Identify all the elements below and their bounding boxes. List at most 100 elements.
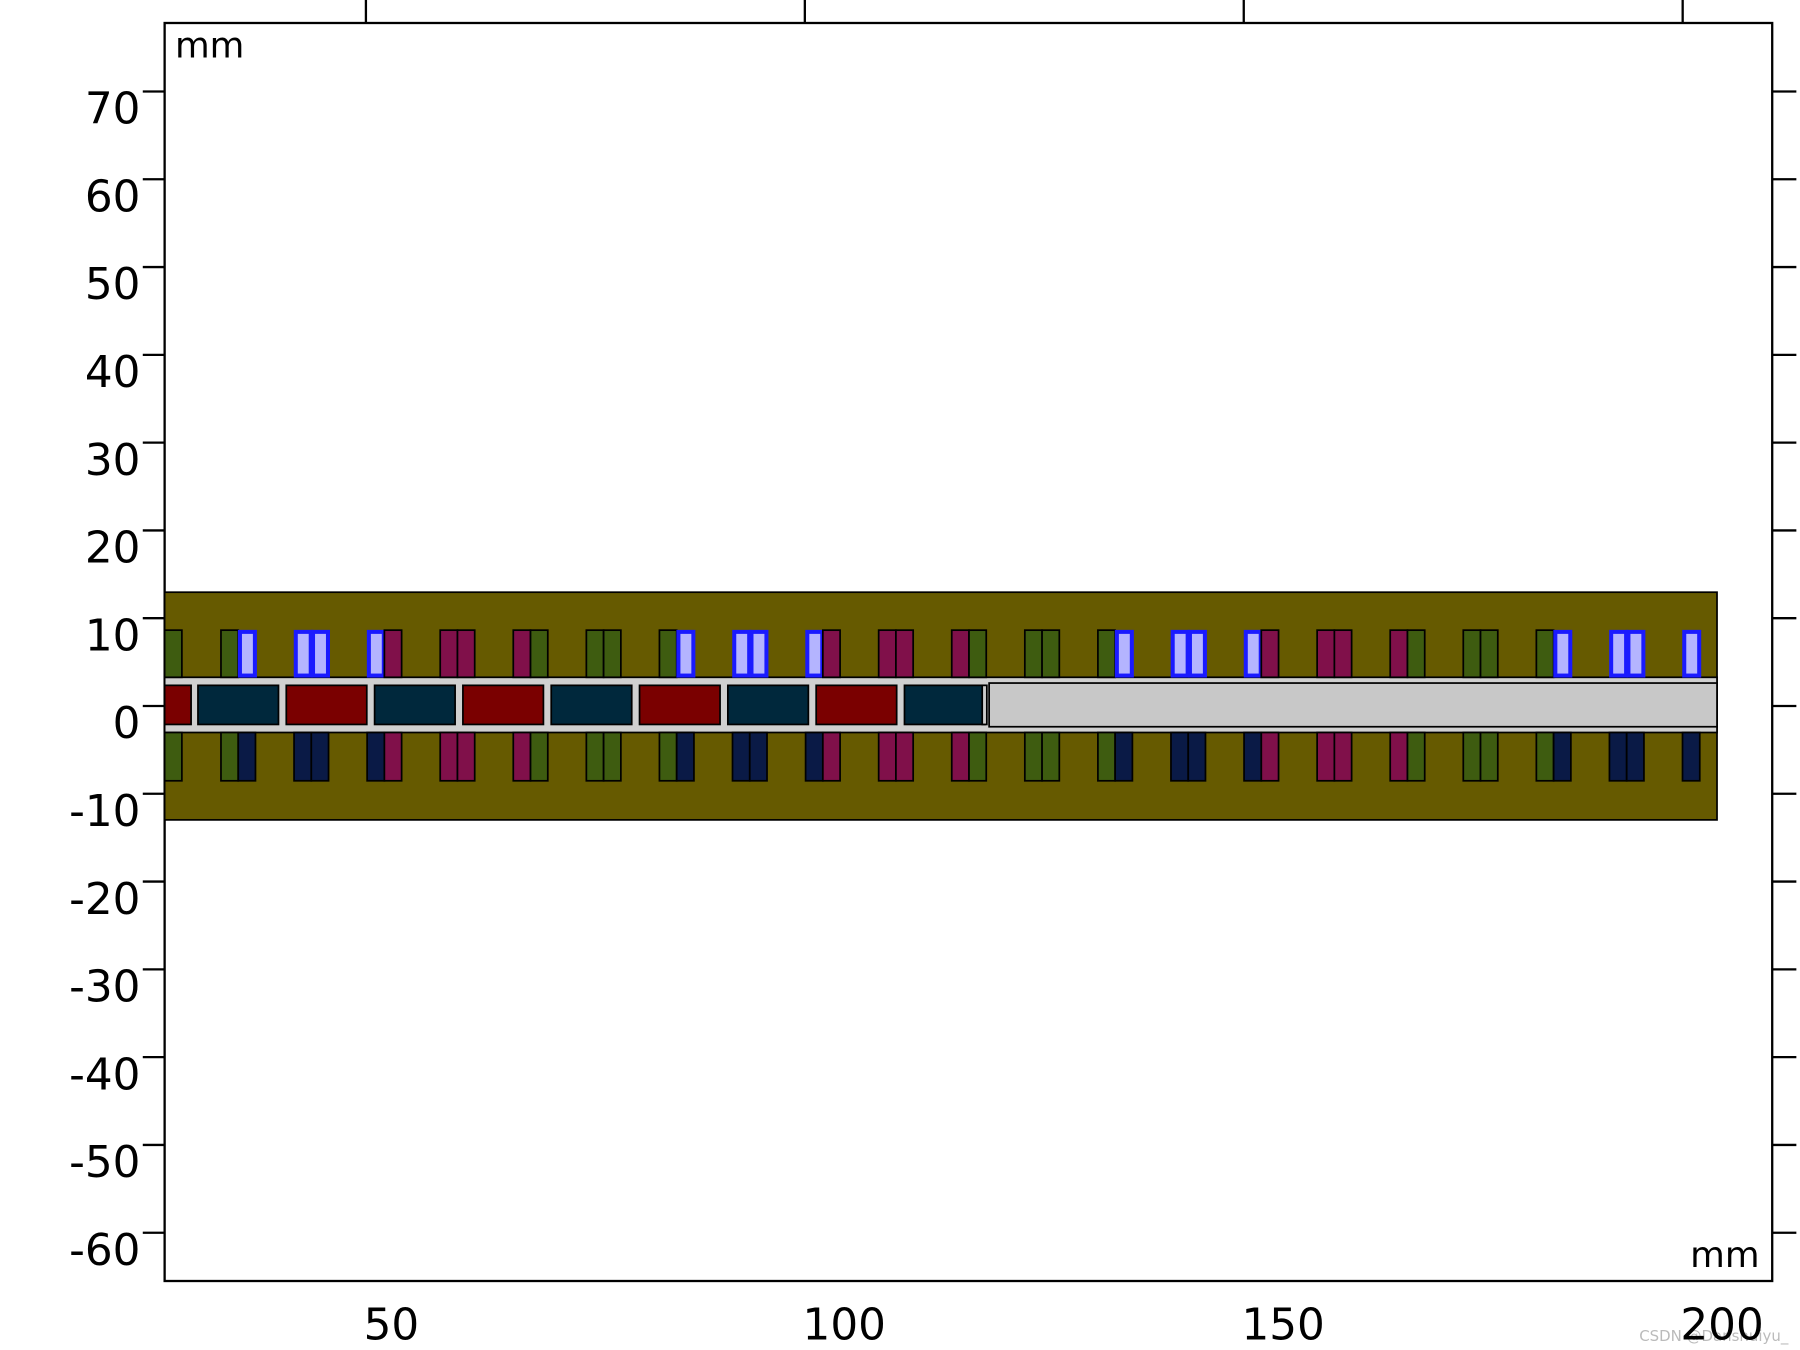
coil	[439, 629, 459, 679]
coil	[1535, 629, 1555, 679]
coil	[602, 629, 622, 679]
coil-selected	[1243, 629, 1263, 678]
coil	[237, 731, 257, 782]
coil	[383, 629, 403, 679]
x-unit: mm	[1690, 1235, 1759, 1276]
coil	[1462, 629, 1482, 679]
y-tick-label: 40	[85, 347, 141, 398]
coil	[968, 629, 988, 679]
coil	[821, 629, 841, 679]
coil-selected	[1553, 629, 1573, 678]
y-tick-label: 10	[85, 610, 141, 661]
coil	[877, 629, 897, 679]
mover	[988, 682, 1718, 728]
coil-selected	[293, 629, 313, 678]
coil	[512, 629, 532, 679]
magnet	[285, 684, 368, 726]
coil	[1552, 731, 1572, 782]
y-tick-label: 70	[85, 84, 141, 135]
magnet	[550, 684, 633, 726]
x-tick-label: 100	[803, 1300, 886, 1350]
coil-selected	[732, 629, 752, 678]
coil	[1479, 731, 1499, 782]
magnet	[903, 684, 986, 726]
coil	[1041, 629, 1061, 679]
coil-selected	[237, 629, 257, 678]
coil-selected	[1682, 629, 1702, 678]
coil-selected	[676, 629, 696, 678]
coil	[1462, 731, 1482, 782]
coil	[950, 731, 970, 782]
coil	[585, 629, 605, 679]
geometry	[163, 591, 1718, 821]
coil	[602, 731, 622, 782]
coil	[163, 629, 183, 679]
y-tick-label: 60	[85, 171, 141, 222]
magnet	[373, 684, 456, 726]
coil-selected	[749, 629, 769, 678]
coil	[675, 731, 695, 782]
coil	[293, 731, 313, 782]
y-tick-label: 0	[113, 698, 141, 749]
coil	[731, 731, 751, 782]
y-tick-label: -50	[69, 1137, 140, 1188]
y-tick-label: 30	[85, 435, 141, 486]
coil-selected	[1170, 629, 1190, 678]
watermark: CSDN @Danshuiyu_	[1639, 1327, 1789, 1345]
coil	[1406, 629, 1426, 679]
coil	[366, 731, 386, 782]
y-tick-label: 50	[85, 259, 141, 310]
coil	[1041, 731, 1061, 782]
x-tick-label: 150	[1241, 1300, 1324, 1350]
coil	[1333, 629, 1353, 679]
coil	[1170, 731, 1190, 782]
coil-selected	[311, 629, 330, 678]
coil	[529, 731, 549, 782]
coil	[658, 629, 678, 679]
coil	[1260, 731, 1280, 782]
coil	[1260, 629, 1280, 679]
magnet	[815, 684, 898, 726]
y-tick-label: -40	[69, 1049, 140, 1100]
coil	[1681, 731, 1701, 782]
magnet	[638, 684, 721, 726]
coil-selected	[366, 629, 386, 678]
coil	[804, 731, 824, 782]
coil	[512, 731, 532, 782]
coil-selected	[1187, 629, 1207, 678]
coil	[456, 629, 476, 679]
coil	[1406, 731, 1426, 782]
coil-selected	[1114, 629, 1134, 678]
coil	[456, 731, 476, 782]
coil	[529, 629, 549, 679]
coil	[1114, 731, 1134, 782]
coil	[1389, 629, 1409, 679]
coil	[1625, 731, 1645, 782]
coil	[1608, 731, 1628, 782]
y-tick-label: -60	[69, 1225, 140, 1276]
coil	[895, 731, 915, 782]
x-tick-label: 50	[364, 1300, 420, 1350]
coil	[383, 731, 403, 782]
mover-end	[981, 684, 988, 726]
coil	[1479, 629, 1499, 679]
magnet	[197, 684, 280, 726]
coil	[1097, 629, 1117, 679]
y-tick-label: -10	[69, 786, 140, 837]
y-tick-label: -20	[69, 874, 140, 925]
coil	[585, 731, 605, 782]
coil	[821, 731, 841, 782]
coil	[163, 731, 183, 782]
coil	[968, 731, 988, 782]
coil	[220, 629, 240, 679]
coil-selected	[1626, 629, 1646, 678]
coil	[877, 731, 897, 782]
coil-selected	[1609, 629, 1629, 678]
coil	[1316, 629, 1336, 679]
coil	[1023, 629, 1043, 679]
coil-selected	[805, 629, 825, 678]
y-tick-label: -30	[69, 962, 140, 1013]
coil	[1389, 731, 1409, 782]
